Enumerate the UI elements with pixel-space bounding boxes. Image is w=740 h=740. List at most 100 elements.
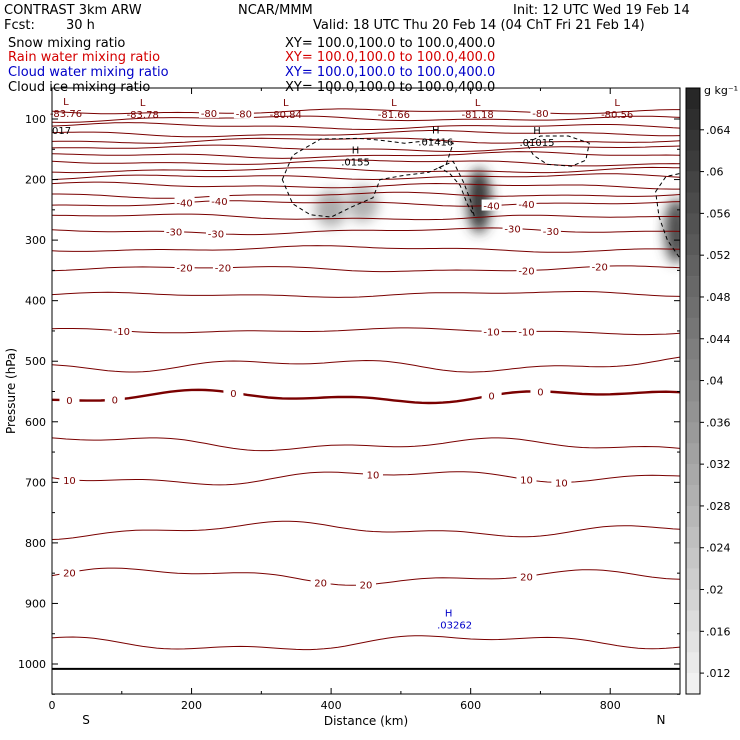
contour-label-240-1: -40 [211, 197, 227, 208]
contour-label-bg [540, 224, 561, 236]
extremum-value-0: -83.76 [50, 109, 82, 120]
colorbar-segment [686, 234, 700, 256]
extremum-value-6: 017 [52, 126, 71, 137]
cloud-ice-contour-1 [438, 160, 475, 217]
temperature-contour-87 [52, 108, 680, 115]
contour-label-bg [481, 325, 502, 337]
extremum-value-7: .0155 [341, 157, 370, 168]
contour-label-bg [59, 473, 80, 485]
contour-label-560-3: 0 [488, 391, 494, 402]
colorbar-label-13: .012 [706, 667, 731, 680]
north-end-label: N [657, 713, 666, 727]
model-title: CONTRAST 3km ARW [4, 3, 142, 18]
y-tick-label-500: 500 [25, 355, 46, 368]
colorbar-segment [686, 568, 700, 590]
contour-label-bg [212, 261, 233, 273]
temperature-contour-210 [52, 181, 680, 190]
temperature-contour-172 [52, 159, 680, 167]
extremum-value-5: -80.56 [601, 110, 633, 121]
temperature-contour-112 [52, 122, 680, 130]
colorbar-unit: g kg⁻¹ [704, 84, 738, 97]
temperature-contour-160 [52, 151, 680, 159]
valid-time: Valid: 18 UTC Thu 20 Feb 14 (04 ChT Fri … [313, 18, 645, 33]
contour-label-bg [356, 578, 376, 590]
extremum-marker-8: H [432, 125, 440, 136]
cloud-water-max-marker: H [445, 609, 453, 620]
forecast-hour: 30 h [66, 18, 95, 33]
temperature-contour-262 [52, 213, 680, 221]
extremum-value-1: -83.78 [127, 110, 159, 121]
contour-label-240-2: -40 [483, 202, 499, 213]
cloud-ice-contours [281, 135, 680, 260]
colorbar-segment [686, 108, 700, 131]
colorbar-label-6: .04 [706, 375, 724, 388]
y-tick-label-600: 600 [25, 416, 46, 429]
extremum-value-3: -81.66 [378, 110, 410, 121]
colorbar-label-8: .032 [706, 458, 731, 471]
y-tick-label-200: 200 [25, 174, 46, 187]
colorbar-segment [686, 589, 700, 611]
temperature-contour-390 [52, 291, 680, 298]
colorbar-label-12: .016 [706, 625, 731, 638]
contour-label-240-3: -40 [518, 200, 534, 211]
contour-label-bg [589, 260, 610, 272]
temperature-contour-124 [52, 130, 680, 138]
contour-label-bg [199, 106, 219, 118]
colorbar-segment [686, 547, 700, 569]
colorbar-segment [686, 505, 700, 528]
temperature-contour-100 [52, 115, 680, 123]
y-tick-label-1000: 1000 [18, 658, 46, 671]
temperature-contour-347 [52, 265, 680, 273]
x-tick-label-0: 0 [49, 699, 56, 712]
temperature-contour-505 [52, 356, 680, 373]
temperature-contour-240 [52, 200, 680, 207]
x-tick-label-400: 400 [321, 699, 342, 712]
colorbar-segment [686, 610, 700, 632]
y-tick-label-100: 100 [25, 113, 46, 126]
colorbar-segment [686, 88, 700, 110]
temperature-contour-148 [52, 144, 680, 152]
temperature-contours [52, 108, 680, 670]
field-cloudwater-xy: XY= 100.0,100.0 to 100.0,400.0 [285, 65, 495, 80]
temperature-contour-196 [52, 173, 680, 181]
colorbar-segment [686, 485, 700, 507]
south-end-label: S [82, 713, 90, 727]
snow-shading-1 [346, 185, 379, 222]
contour-label-87-2: -80 [532, 109, 548, 120]
contour-label-450-0: -10 [114, 327, 130, 338]
contour-label-bg [516, 570, 537, 582]
contour-label-bg [174, 261, 195, 273]
extremum-marker-7: H [352, 145, 360, 156]
contour-label-690-0: 10 [63, 476, 76, 487]
colorbar-label-11: .02 [706, 584, 724, 597]
temperature-contour-560 [52, 388, 680, 405]
colorbar-segment [686, 673, 700, 695]
colorbar-segment [686, 192, 700, 214]
field-snow-xy: XY= 100.0,100.0 to 100.0,400.0 [285, 36, 495, 51]
extremum-marker-3: L [391, 98, 397, 109]
contour-label-bg [164, 225, 185, 237]
y-tick-label-400: 400 [25, 295, 46, 308]
temperature-contour-450 [52, 327, 680, 336]
colorbar-label-0: .064 [706, 124, 731, 137]
contour-label-bg [516, 473, 537, 485]
colorbar-segment [686, 338, 700, 360]
contour-label-450-1: -10 [483, 327, 499, 338]
y-axis-label: Pressure (hPa) [4, 348, 18, 434]
colorbar-segment [686, 213, 700, 235]
contour-label-285-3: -30 [543, 227, 559, 238]
field-snow-name: Snow mixing ratio [8, 36, 125, 51]
colorbar-segment [686, 317, 700, 340]
extremum-marker-1: L [140, 98, 146, 109]
contour-label-855-3: 20 [520, 572, 533, 583]
contour-label-560-2: 0 [230, 389, 236, 400]
temperature-contour-285 [52, 227, 680, 236]
contour-label-bg [516, 197, 537, 209]
temperature-contour-136 [52, 137, 680, 144]
extremum-marker-2: L [283, 98, 289, 109]
extremum-marker-0: L [63, 97, 69, 108]
contour-label-bg [530, 106, 551, 118]
temperature-contour-965 [52, 635, 680, 651]
